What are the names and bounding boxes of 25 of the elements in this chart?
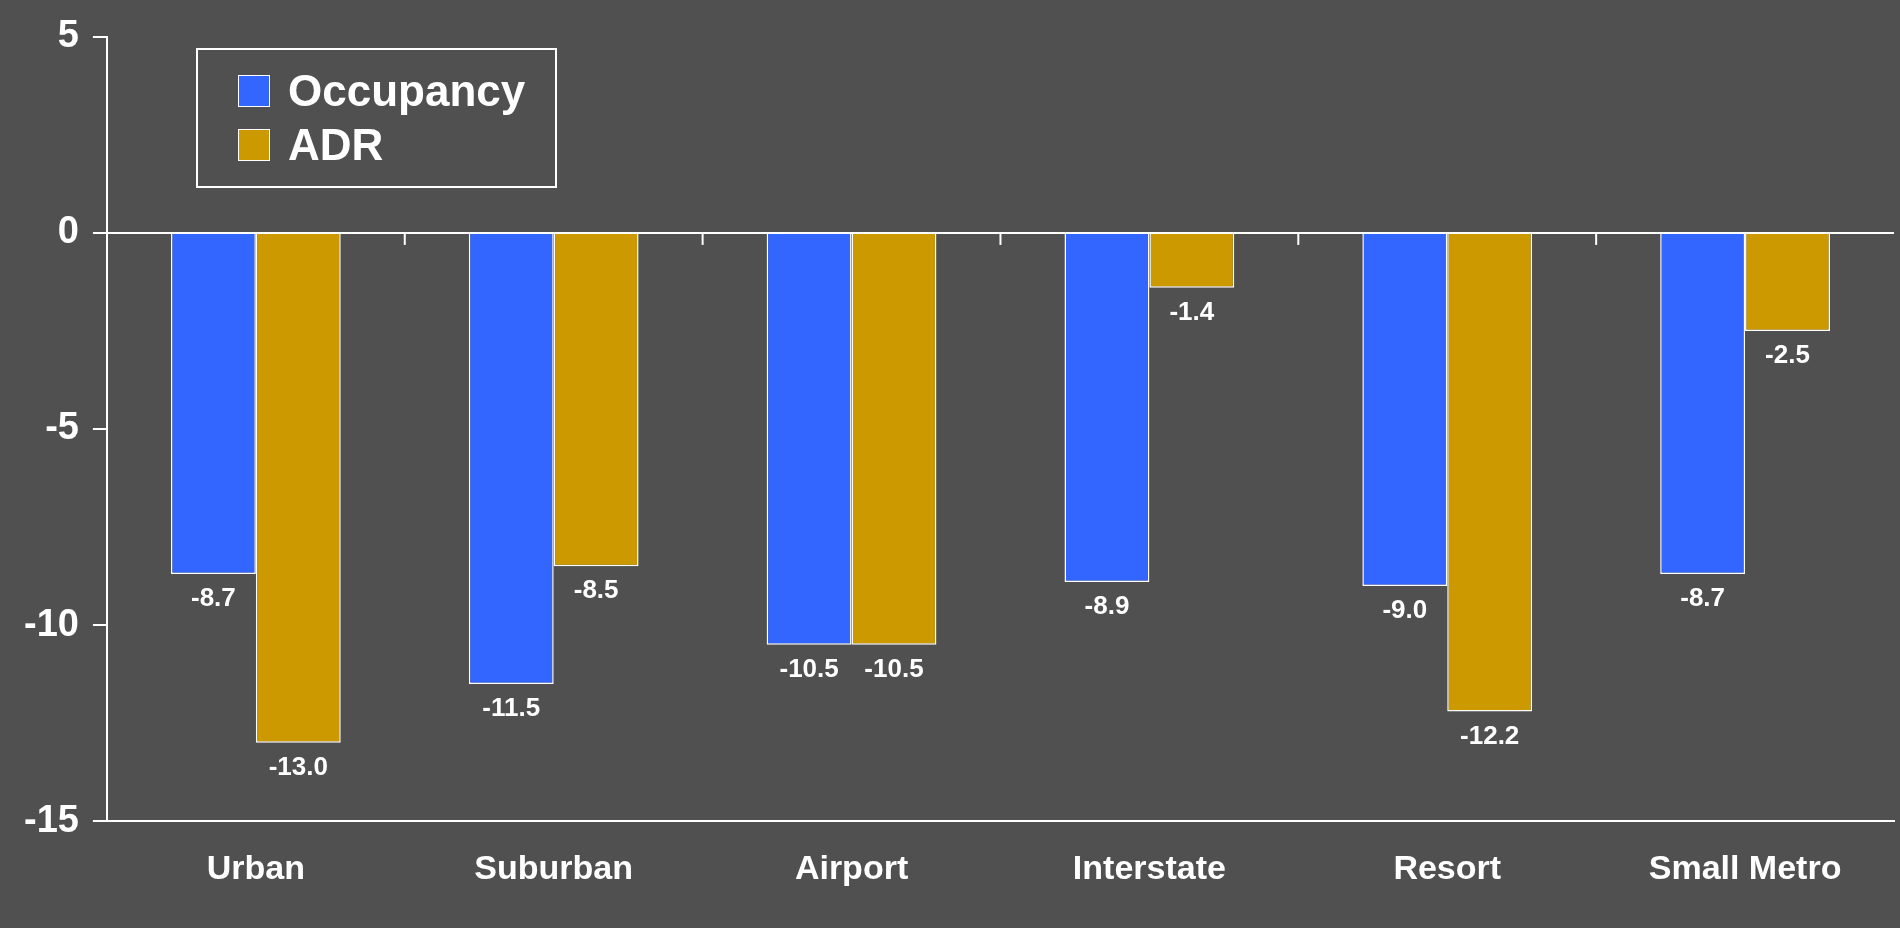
y-tick-label: -10	[24, 601, 79, 644]
data-label: -11.5	[482, 692, 541, 723]
data-label: -10.5	[779, 652, 839, 683]
y-tick-label: -15	[24, 797, 79, 840]
data-label: -8.7	[191, 582, 236, 613]
data-label: -10.5	[864, 652, 924, 683]
y-tick-label: 5	[57, 13, 79, 56]
x-tick-label: Airport	[794, 847, 909, 886]
x-tick-label: Resort	[1393, 847, 1502, 886]
data-label: -13.0	[268, 750, 328, 781]
data-label: -8.7	[1680, 582, 1726, 613]
x-tick-label: Interstate	[1072, 847, 1226, 886]
data-label: -8.5	[573, 574, 619, 605]
data-label: -1.4	[1169, 295, 1215, 326]
x-tick-label: Suburban	[474, 847, 634, 886]
y-tick-label: -5	[45, 405, 79, 448]
legend-label: ADR	[288, 120, 384, 170]
data-label: -2.5	[1765, 339, 1810, 370]
x-tick-label: Urban	[206, 847, 305, 886]
data-label: -12.2	[1460, 719, 1520, 750]
data-label: -8.9	[1084, 590, 1130, 621]
y-tick-label: 0	[57, 209, 79, 252]
x-tick-label: Small Metro	[1648, 847, 1842, 886]
legend-label: Occupancy	[288, 66, 526, 116]
data-label: -9.0	[1382, 594, 1428, 625]
